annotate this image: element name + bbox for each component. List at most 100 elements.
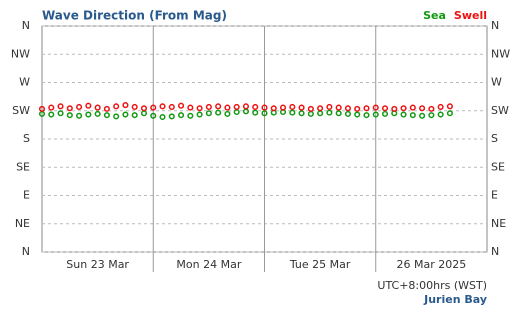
point	[159, 103, 166, 110]
point	[317, 105, 324, 112]
point	[289, 109, 296, 116]
point	[289, 103, 296, 111]
point	[113, 103, 120, 110]
point	[187, 112, 194, 119]
point	[372, 111, 379, 118]
point	[57, 110, 64, 117]
point	[372, 104, 379, 111]
point	[122, 111, 129, 118]
point	[437, 103, 444, 111]
point	[354, 111, 361, 118]
point	[446, 110, 453, 117]
y-tick-label: NE	[15, 217, 30, 230]
point	[252, 103, 259, 111]
y-tick-label-right: NE	[491, 217, 506, 230]
y-tick-label-right: SE	[491, 160, 505, 173]
y-tick-label: W	[19, 76, 30, 89]
point	[326, 103, 333, 111]
point	[335, 110, 342, 117]
point	[178, 112, 185, 119]
legend-entry: Swell	[454, 9, 487, 22]
point	[354, 105, 361, 112]
point	[94, 110, 101, 117]
y-tick-label: S	[23, 132, 30, 145]
point	[233, 103, 240, 111]
point	[150, 104, 157, 111]
y-tick-label: SE	[16, 160, 30, 173]
point	[409, 104, 416, 111]
y-tick-label-right: E	[491, 189, 498, 202]
y-tick-label-right: NW	[491, 47, 510, 60]
point	[307, 105, 314, 112]
point	[428, 112, 435, 119]
timezone: UTC+8:00hrs (WST)	[377, 279, 487, 292]
point	[215, 109, 222, 116]
point	[196, 111, 203, 118]
point	[57, 103, 64, 110]
point	[48, 111, 55, 118]
point	[242, 103, 250, 110]
point	[279, 104, 287, 111]
point	[76, 112, 83, 119]
x-tick-label: Tue 25 Mar	[289, 258, 351, 271]
point	[38, 105, 46, 112]
point	[419, 112, 426, 119]
point	[437, 111, 444, 118]
point	[335, 104, 342, 111]
point	[363, 112, 370, 119]
point	[409, 112, 416, 119]
point	[159, 113, 166, 121]
y-tick-label-right: S	[491, 132, 498, 145]
point	[381, 105, 389, 112]
point	[103, 112, 110, 119]
x-tick-label: Mon 24 Mar	[176, 258, 241, 271]
point	[419, 105, 426, 112]
point	[215, 103, 222, 110]
point	[113, 113, 120, 120]
point	[178, 102, 185, 109]
x-tick-label: Sun 23 Mar	[66, 258, 129, 271]
point	[66, 112, 73, 119]
y-tick-label: NW	[11, 47, 30, 60]
point	[381, 110, 389, 117]
point	[196, 105, 203, 112]
point	[131, 112, 138, 119]
point	[103, 105, 110, 112]
point	[122, 102, 129, 109]
point	[140, 105, 148, 112]
y-tick-label-right: W	[491, 76, 502, 89]
y-tick-label-right: N	[491, 245, 499, 258]
point	[344, 105, 351, 112]
location: Jurien Bay	[423, 293, 487, 306]
point	[400, 105, 407, 112]
point	[363, 105, 370, 112]
point	[261, 110, 268, 117]
x-tick-label: 26 Mar 2025	[397, 258, 467, 271]
point	[270, 105, 277, 112]
point	[76, 103, 83, 111]
point	[85, 111, 92, 118]
point	[344, 110, 351, 117]
point	[187, 104, 194, 111]
point	[224, 110, 231, 117]
y-tick-label: SW	[12, 104, 30, 117]
point	[428, 105, 435, 112]
point	[391, 105, 398, 112]
point	[150, 112, 157, 119]
point	[224, 104, 231, 111]
point	[85, 102, 92, 109]
point	[326, 109, 333, 116]
y-tick-label: N	[22, 19, 30, 32]
point	[168, 113, 175, 120]
y-tick-label-right: N	[491, 19, 499, 32]
point	[205, 103, 212, 111]
chart-title: Wave Direction (From Mag)	[42, 9, 227, 23]
point	[168, 103, 175, 111]
legend-entry: Sea	[423, 9, 446, 22]
point	[298, 104, 305, 111]
point	[446, 103, 453, 110]
point	[261, 104, 268, 111]
point	[205, 110, 212, 117]
point	[298, 110, 305, 117]
